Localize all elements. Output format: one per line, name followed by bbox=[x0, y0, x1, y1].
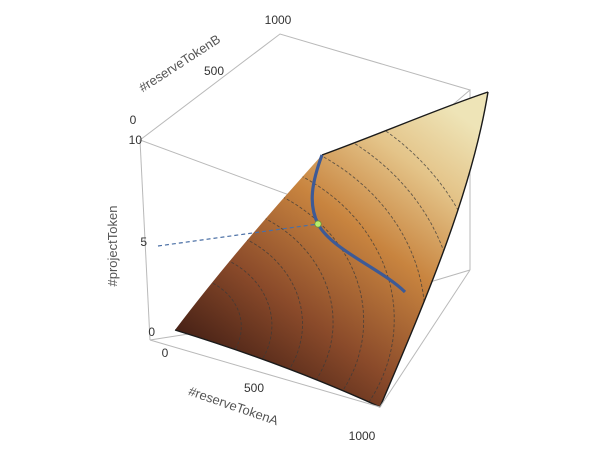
x-tick-0: 0 bbox=[162, 346, 169, 360]
x-tick-1000: 1000 bbox=[349, 429, 376, 443]
box-left-vertical-edge bbox=[139, 139, 151, 341]
marker-point bbox=[314, 220, 322, 228]
tick-labels: 0 500 1000 10 5 0 0 500 1000 bbox=[129, 13, 376, 443]
contour-line bbox=[188, 250, 273, 365]
surface-fill bbox=[175, 92, 488, 407]
y-tick-1000: 1000 bbox=[265, 13, 292, 27]
projection-dashed-line bbox=[157, 223, 319, 247]
y-tick-0: 0 bbox=[130, 113, 137, 127]
box-front-edges bbox=[149, 269, 471, 408]
box-front-bottom-edge bbox=[379, 269, 471, 408]
z-tick-0: 0 bbox=[148, 325, 155, 339]
contour-line bbox=[192, 225, 303, 375]
z-tick-10: 10 bbox=[129, 133, 143, 147]
x-axis-label: #reserveTokenA bbox=[187, 383, 281, 428]
x-tick-500: 500 bbox=[244, 381, 264, 395]
surface-edge-bottom bbox=[174, 329, 381, 408]
z-axis-label: #projectToken bbox=[105, 206, 120, 287]
contour-line bbox=[196, 200, 334, 386]
surface-edge-top bbox=[321, 91, 489, 156]
surface-edge-right bbox=[379, 91, 489, 408]
y-tick-500: 500 bbox=[204, 64, 224, 78]
z-tick-5: 5 bbox=[140, 235, 147, 249]
surface bbox=[174, 91, 489, 408]
box-front-left-edge bbox=[149, 339, 381, 408]
